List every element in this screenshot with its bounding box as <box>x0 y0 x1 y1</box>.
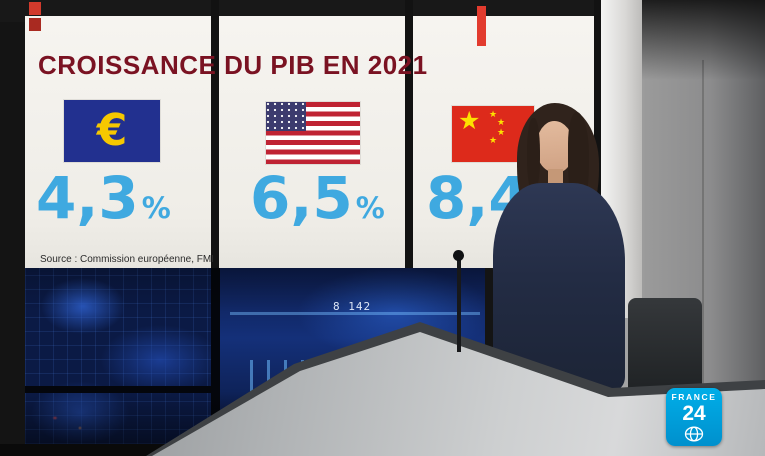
presenter-hair <box>527 118 540 192</box>
gdp-value-usa: 6,5 % <box>250 164 385 232</box>
microphone <box>457 258 461 352</box>
red-set-light <box>29 2 41 15</box>
source-caption: Source : Commission européenne, FMI <box>40 254 214 265</box>
france24-logo: FRANCE 24 <box>666 388 722 446</box>
panel-divider <box>211 0 219 268</box>
us-flag-icon <box>266 102 360 164</box>
red-set-light <box>29 18 41 31</box>
panel-divider <box>594 0 601 268</box>
percent-sign: % <box>355 191 385 226</box>
red-set-light <box>477 6 486 46</box>
studio-chair <box>628 298 702 394</box>
presenter-neck <box>548 169 563 186</box>
logo-brand-text: FRANCE <box>671 392 717 402</box>
wall-seam <box>702 60 704 390</box>
euro-symbol: € <box>96 105 128 156</box>
microphone-head <box>453 250 464 261</box>
cn-large-star-icon: ★ <box>458 107 481 135</box>
cn-small-star-icon: ★ <box>497 117 506 127</box>
gdp-number: 6,5 <box>250 164 353 232</box>
cn-small-star-icon: ★ <box>489 135 498 145</box>
percent-sign: % <box>141 191 171 226</box>
us-flag-canton <box>266 102 306 131</box>
presenter-face <box>536 121 574 173</box>
infographic-title: CROISSANCE DU PIB EN 2021 <box>38 50 428 80</box>
gdp-number: 4,3 <box>36 164 139 232</box>
cn-small-star-icon: ★ <box>489 109 498 119</box>
panel-divider <box>405 0 413 268</box>
logo-number-text: 24 <box>682 402 706 425</box>
eu-flag-icon: € <box>64 100 160 162</box>
gdp-value-eurozone: 4,3 % <box>36 164 171 232</box>
globe-icon <box>684 426 704 442</box>
cn-small-star-icon: ★ <box>497 127 506 137</box>
